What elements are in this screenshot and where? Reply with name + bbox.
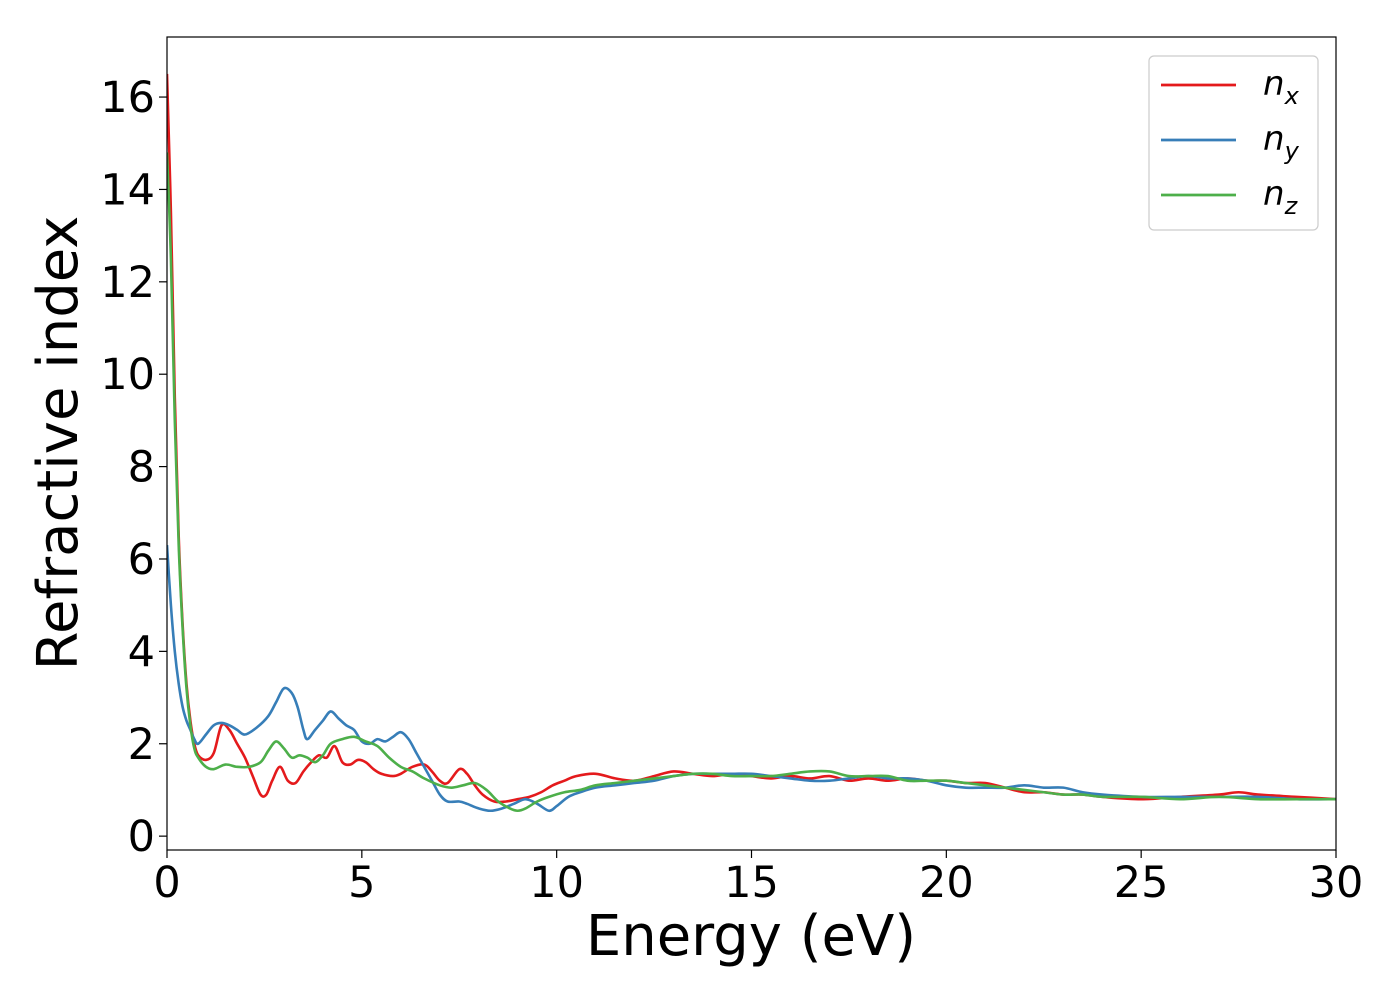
x-tick-label: 15 — [724, 858, 779, 908]
y-axis-label: Refractive index — [26, 216, 91, 671]
x-tick-label: 25 — [1114, 858, 1169, 908]
x-tick-label: 5 — [348, 858, 375, 908]
y-tick-label: 12 — [100, 258, 155, 308]
y-tick-label: 14 — [100, 165, 155, 215]
series-line-y — [167, 545, 1336, 813]
y-tick-label: 2 — [128, 720, 155, 770]
y-tick-label: 6 — [128, 535, 155, 585]
x-tick-label: 20 — [919, 858, 974, 908]
x-tick-label: 0 — [153, 858, 180, 908]
x-axis: 0 5 10 15 20 25 30 — [153, 850, 1363, 908]
x-tick-label: 10 — [529, 858, 584, 908]
y-tick-label: 0 — [128, 812, 155, 862]
y-axis: 0 2 4 6 8 10 12 14 16 — [100, 73, 167, 862]
series-layer — [167, 73, 1336, 813]
y-tick-label: 8 — [128, 443, 155, 493]
y-tick-label: 10 — [100, 350, 155, 400]
x-axis-label: Energy (eV) — [586, 904, 916, 969]
series-line-z — [167, 152, 1336, 813]
x-tick-label: 30 — [1309, 858, 1364, 908]
legend-frame — [1148, 55, 1319, 231]
y-tick-label: 16 — [100, 73, 155, 123]
y-tick-label: 4 — [128, 627, 155, 677]
